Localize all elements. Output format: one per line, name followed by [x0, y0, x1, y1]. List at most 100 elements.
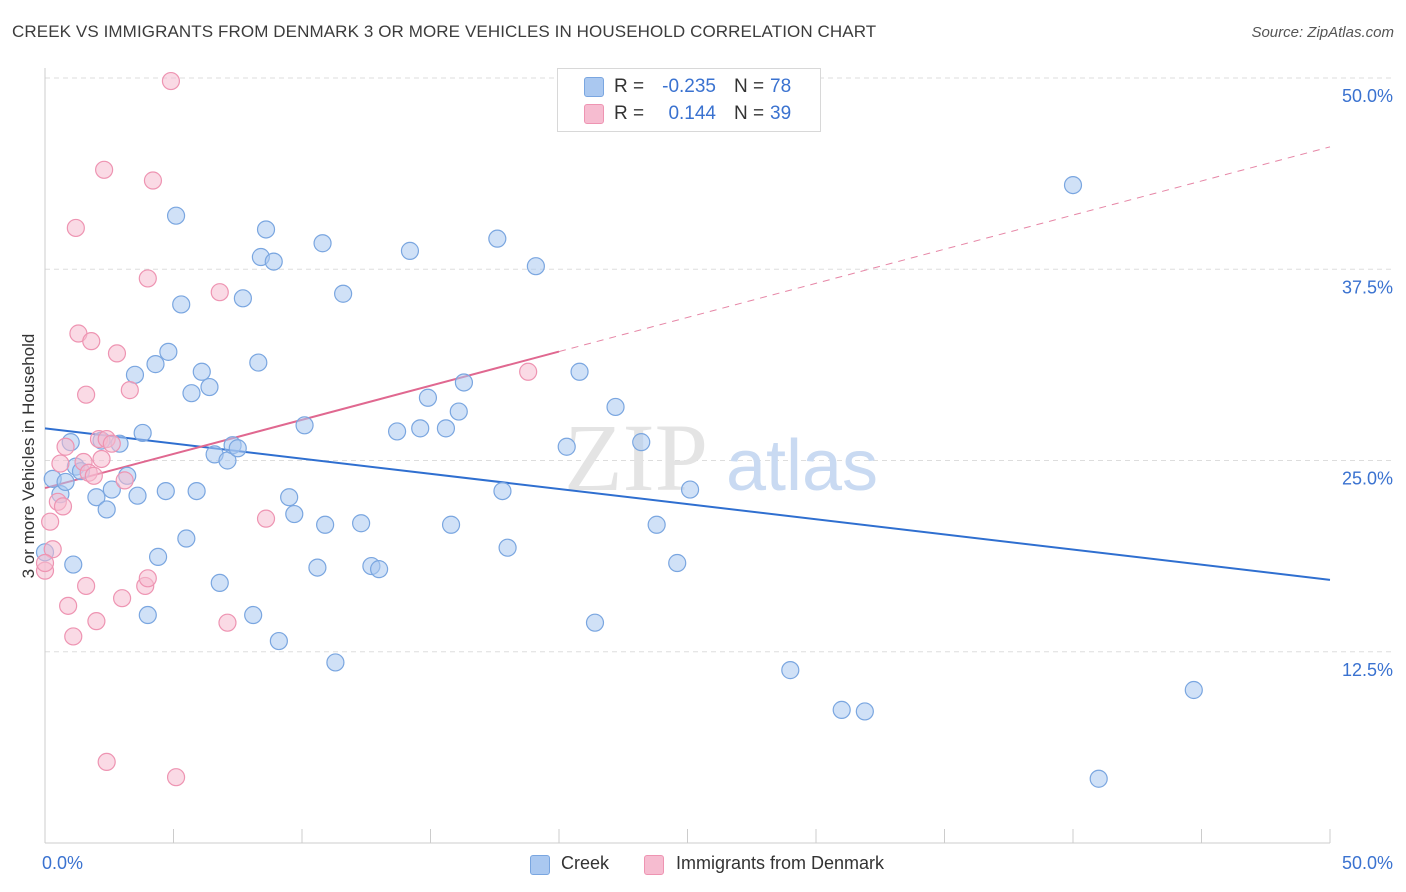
- creek-point: [210, 573, 229, 593]
- creek-point: [313, 234, 332, 253]
- denmark-point: [143, 171, 163, 190]
- creek-point: [146, 355, 165, 374]
- denmark-point: [51, 454, 70, 473]
- denmark-point: [120, 381, 139, 400]
- creek-point: [449, 402, 468, 421]
- creek-point: [316, 515, 335, 534]
- creek-point: [256, 220, 276, 239]
- denmark-point: [161, 71, 181, 91]
- denmark-point: [56, 437, 75, 456]
- creek-point: [200, 377, 219, 397]
- denmark-point: [43, 540, 62, 559]
- axes: [44, 68, 1331, 844]
- denmark-point: [138, 269, 157, 288]
- x-tick-label: 0.0%: [42, 853, 83, 873]
- creek-point: [370, 560, 389, 579]
- creek-point: [352, 514, 371, 533]
- y-axis-label-group: 3 or more Vehicles in Household: [19, 334, 38, 579]
- creek-point: [334, 284, 353, 303]
- creek-point: [855, 702, 874, 721]
- r-value: -0.235: [662, 76, 716, 97]
- creek-point: [97, 500, 116, 519]
- creek-point: [280, 488, 299, 507]
- creek-point: [606, 397, 625, 417]
- creek-point: [192, 362, 211, 381]
- creek-point: [148, 547, 168, 566]
- creek-point: [133, 423, 152, 443]
- creek-point: [228, 439, 247, 458]
- grid-lines: [45, 77, 1394, 653]
- denmark-point: [66, 218, 85, 238]
- denmark-point: [107, 344, 127, 363]
- creek-point: [493, 482, 512, 501]
- y-axis-label: 3 or more Vehicles in Household: [19, 334, 38, 579]
- y-tick-label: 25.0%: [1342, 469, 1393, 489]
- creek-point: [166, 206, 186, 225]
- creek-point: [832, 700, 851, 719]
- chart-title: CREEK VS IMMIGRANTS FROM DENMARK 3 OR MO…: [12, 22, 877, 41]
- denmark-point: [59, 596, 78, 615]
- r-label: R =: [614, 103, 645, 124]
- denmark-legend-swatch: [644, 855, 664, 875]
- creek-point: [177, 529, 196, 548]
- denmark-point: [102, 434, 121, 453]
- r-value: 0.144: [668, 103, 716, 124]
- creek-point: [249, 353, 268, 372]
- n-label: N =: [734, 103, 765, 124]
- creek-point: [125, 365, 145, 384]
- creek-point: [387, 422, 407, 441]
- creek-point: [400, 241, 420, 260]
- stats-legend: R = -0.235 N = 78 R = 0.144 N = 39: [557, 68, 821, 132]
- creek-point: [418, 388, 438, 407]
- creek-point: [1184, 680, 1203, 700]
- creek-point: [326, 653, 345, 672]
- creek-point: [526, 257, 545, 276]
- creek-point: [680, 480, 700, 499]
- source-label: Source: ZipAtlas.com: [1251, 24, 1394, 41]
- creek-point: [159, 342, 178, 361]
- creek-point: [647, 515, 666, 534]
- creek-point: [1089, 769, 1108, 788]
- denmark-point: [210, 283, 229, 302]
- y-tick-label: 12.5%: [1342, 660, 1393, 680]
- creek-point: [182, 384, 201, 403]
- denmark-point: [519, 362, 538, 381]
- creek-point: [488, 229, 507, 248]
- creek-point: [454, 373, 474, 392]
- creek-point: [570, 362, 589, 381]
- denmark-point: [87, 612, 106, 631]
- creek-point: [632, 433, 651, 452]
- creek-point: [585, 613, 605, 632]
- watermark-atlas: atlas: [726, 426, 878, 506]
- denmark-point: [64, 627, 83, 646]
- creek-point: [436, 419, 456, 438]
- denmark-point: [115, 471, 134, 490]
- creek-point: [668, 553, 687, 573]
- denmark-point: [166, 768, 186, 787]
- creek-point: [87, 488, 106, 507]
- creek-point: [308, 558, 327, 577]
- creek-trend-line: [44, 427, 1331, 581]
- tick-labels: 12.5% 25.0% 37.5% 50.0% 0.0% 50.0%: [42, 86, 1393, 873]
- trend-lines: [44, 146, 1331, 581]
- creek-point: [64, 555, 83, 574]
- n-label: N =: [734, 76, 765, 97]
- creek-point: [441, 515, 461, 534]
- creek-point: [295, 416, 314, 435]
- creek-point: [781, 661, 800, 680]
- creek-point: [172, 295, 191, 314]
- y-tick-label: 50.0%: [1342, 86, 1393, 106]
- x-tick-label: 50.0%: [1342, 853, 1393, 873]
- n-value: 39: [770, 103, 792, 124]
- denmark-point: [138, 569, 157, 588]
- creek-point: [411, 419, 430, 438]
- creek-point: [187, 482, 206, 501]
- stats-legend-row-denmark: R = 0.144 N = 39: [558, 101, 820, 127]
- creek-point: [269, 631, 288, 651]
- creek-point: [498, 538, 517, 557]
- denmark-point: [82, 332, 101, 351]
- data-points: [35, 71, 1203, 788]
- denmark-point: [77, 385, 96, 404]
- denmark-point: [41, 512, 60, 531]
